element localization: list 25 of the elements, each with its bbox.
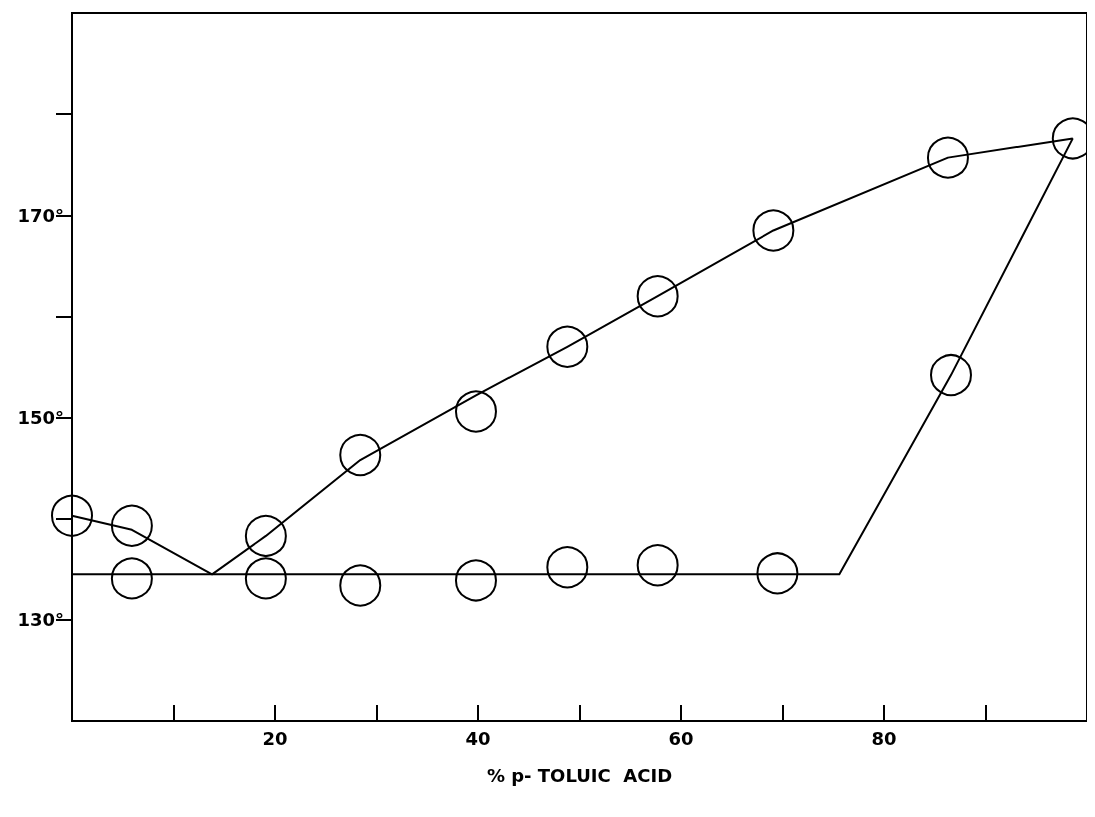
point (244, 557, 287, 600)
x-tick-label: 60 (668, 727, 694, 749)
point (244, 514, 287, 557)
point (455, 559, 497, 602)
x-tick-label: 20 (262, 727, 288, 749)
point (546, 546, 589, 589)
point (51, 494, 93, 537)
point (110, 504, 153, 547)
x-tick-label: 40 (465, 727, 491, 749)
y-tick-label: 130° (17, 609, 64, 631)
point (110, 557, 153, 600)
y-tick-label: 170° (17, 204, 64, 226)
point (339, 434, 382, 476)
y-tick-label: 150° (17, 407, 64, 429)
point (455, 390, 497, 433)
x-axis-title: % p- TOLUIC ACID (486, 764, 673, 786)
point (926, 136, 969, 179)
point (339, 564, 382, 607)
point (546, 325, 589, 368)
point (636, 275, 679, 318)
point (752, 209, 795, 252)
x-tick-label: 80 (871, 727, 897, 749)
point (930, 354, 972, 397)
point (636, 544, 679, 587)
point (756, 552, 799, 595)
